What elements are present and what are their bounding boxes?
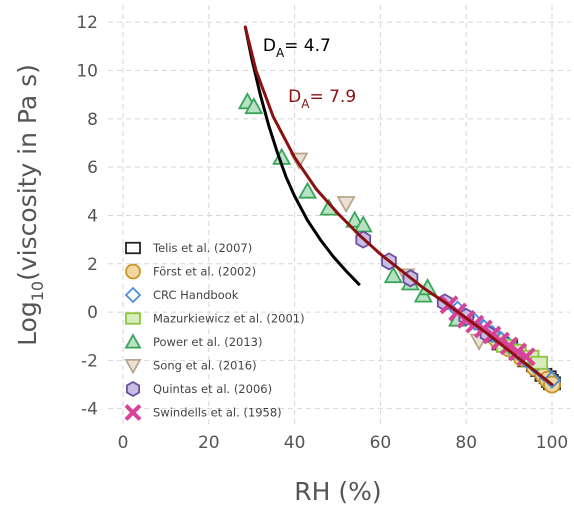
y-tick-label: 0 bbox=[87, 303, 98, 323]
legend-marker bbox=[124, 358, 142, 375]
legend-marker bbox=[125, 241, 141, 255]
point-series-4 bbox=[244, 96, 264, 115]
point-series-7 bbox=[516, 347, 536, 367]
legend-label: Mazurkiewicz et al. (2001) bbox=[153, 312, 305, 326]
legend-label: Song et al. (2016) bbox=[153, 359, 257, 373]
legend: Telis et al. (2007) Först et al. (2002) CR… bbox=[124, 241, 305, 421]
legend-entry: Telis et al. (2007) bbox=[125, 241, 252, 255]
point-series-7-stroke-b bbox=[516, 347, 536, 367]
legend-marker bbox=[124, 333, 142, 349]
x-tick-label: 20 bbox=[198, 433, 220, 453]
y-tick-label: -4 bbox=[81, 400, 98, 420]
legend-marker bbox=[124, 404, 142, 421]
y-axis-label-main: Log bbox=[13, 301, 42, 346]
x-tick-label: 0 bbox=[118, 433, 129, 453]
fit-curves bbox=[243, 25, 554, 386]
point-series-7-stroke-b bbox=[508, 342, 528, 362]
legend-label: Power et al. (2013) bbox=[153, 335, 262, 349]
curve-fit-da-7-9 bbox=[243, 25, 554, 386]
x-tick-label: 80 bbox=[455, 433, 477, 453]
x-axis-label: RH (%) bbox=[294, 477, 381, 506]
y-axis-label-rest: (viscosity in Pa s) bbox=[13, 64, 42, 281]
legend-label: Quintas et al. (2006) bbox=[153, 382, 272, 396]
annotation-da47-prefix: D bbox=[263, 36, 276, 56]
legend-marker bbox=[126, 380, 141, 398]
annotation-da79: DA= 7.9 bbox=[288, 87, 356, 111]
y-tick-label: 8 bbox=[87, 110, 98, 130]
point-series-4 bbox=[383, 265, 403, 284]
legend-label: Swindells et al. (1958) bbox=[153, 406, 282, 420]
point-series-7-stroke-b bbox=[491, 331, 510, 351]
point-series-4 bbox=[345, 210, 365, 228]
legend-entry: Quintas et al. (2006) bbox=[126, 380, 272, 398]
y-tick-label: 4 bbox=[87, 206, 98, 226]
point-series-2 bbox=[542, 370, 562, 389]
legend-marker bbox=[125, 312, 141, 325]
legend-label: Först et al. (2002) bbox=[153, 265, 256, 279]
annotations: DA= 4.7DA= 7.9 bbox=[263, 36, 356, 111]
legend-label: Telis et al. (2007) bbox=[152, 241, 252, 255]
y-tick-label: 2 bbox=[87, 255, 98, 275]
point-series-5 bbox=[336, 196, 356, 214]
y-tick-label: 12 bbox=[76, 13, 98, 33]
x-tick-label: 60 bbox=[370, 433, 392, 453]
annotation-da79-value: = 7.9 bbox=[309, 87, 356, 107]
legend-label: CRC Handbook bbox=[153, 288, 239, 302]
y-tick-label: 6 bbox=[87, 158, 98, 178]
point-series-4 bbox=[297, 181, 318, 199]
grid bbox=[108, 5, 570, 428]
y-axis-label: Log10(viscosity in Pa s) bbox=[13, 64, 47, 346]
legend-entry: Mazurkiewicz et al. (2001) bbox=[125, 312, 305, 326]
annotation-da79-sub: A bbox=[301, 97, 310, 111]
legend-entry: Power et al. (2013) bbox=[124, 333, 262, 349]
legend-marker-stroke-b bbox=[124, 404, 142, 421]
annotation-da47: DA= 4.7 bbox=[263, 36, 331, 60]
legend-entry: CRC Handbook bbox=[124, 286, 239, 304]
x-tick-label: 100 bbox=[536, 433, 568, 453]
annotation-da79-prefix: D bbox=[288, 87, 301, 107]
y-tick-label: 10 bbox=[76, 62, 98, 82]
legend-entry: Swindells et al. (1958) bbox=[124, 404, 282, 421]
annotation-da47-sub: A bbox=[276, 46, 285, 60]
point-series-2 bbox=[534, 363, 553, 382]
legend-marker bbox=[124, 286, 142, 304]
legend-entry: Först et al. (2002) bbox=[125, 263, 256, 280]
y-tick-label: -2 bbox=[81, 351, 98, 371]
tick-labels: 0 20 40 60 80 100 -4 -2 0 2 4 6 8 10 12 bbox=[76, 13, 568, 453]
annotation-da47-value: = 4.7 bbox=[284, 36, 331, 56]
y-axis-label-sub: 10 bbox=[28, 281, 47, 301]
legend-entry: Song et al. (2016) bbox=[124, 358, 257, 375]
curve-fit-da-4-7 bbox=[243, 25, 361, 286]
x-tick-label: 40 bbox=[284, 433, 306, 453]
legend-marker bbox=[125, 263, 141, 280]
data-points bbox=[237, 92, 562, 394]
